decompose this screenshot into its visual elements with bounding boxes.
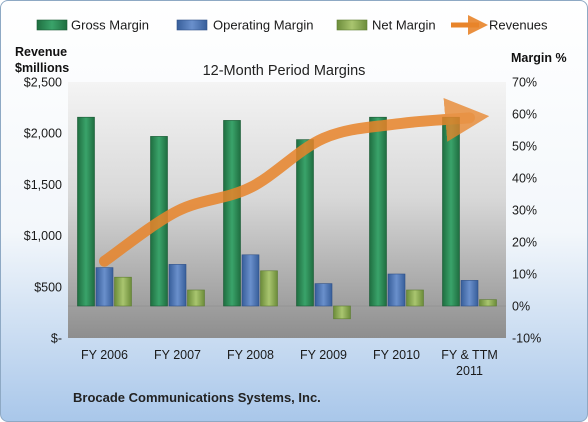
right-tick-label: 50% (512, 140, 537, 154)
bar-net-margin[interactable] (260, 270, 278, 307)
left-tick-label: $500 (34, 280, 62, 294)
bar-net-margin[interactable] (333, 305, 351, 320)
chart-title: 12-Month Period Margins (203, 63, 366, 79)
bar-gross-margin[interactable] (369, 116, 387, 307)
bar-operating-margin[interactable] (241, 254, 260, 307)
bar-gross-margin[interactable] (442, 116, 460, 307)
category-labels: FY 2006 FY 2007 FY 2008 FY 2009 FY 2010 FY & … (81, 348, 498, 378)
legend-swatch-gross-margin (36, 19, 68, 31)
category-label: FY & TTM 2011 (441, 348, 498, 378)
right-axis-title: Margin % (511, 51, 567, 65)
bar-net-margin[interactable] (114, 276, 132, 307)
bar-net-margin[interactable] (187, 289, 205, 307)
left-tick-label: $2,000 (24, 127, 62, 141)
right-tick-label: 70% (512, 76, 537, 90)
right-tick-label: 40% (512, 172, 537, 186)
bar-net-margin[interactable] (406, 289, 424, 307)
legend: Gross Margin Operating Margin Net Margin… (36, 15, 548, 35)
legend-item-gross-margin[interactable]: Gross Margin (36, 18, 149, 33)
right-tick-label: 20% (512, 236, 537, 250)
legend-label-net-margin: Net Margin (372, 18, 436, 33)
category-label: FY 2009 (300, 348, 347, 362)
revenue-line-layer (99, 97, 490, 267)
category-label: FY 2007 (154, 348, 201, 362)
category-label: FY 2008 (227, 348, 274, 362)
category-label: FY 2010 (373, 348, 420, 362)
bar-gross-margin[interactable] (296, 139, 314, 307)
left-axis-title-line1: Revenue (15, 45, 67, 59)
bar-series (77, 116, 497, 320)
bar-operating-margin[interactable] (387, 273, 406, 307)
revenue-line[interactable] (99, 97, 490, 267)
legend-swatch-operating-margin (176, 19, 208, 31)
legend-label-gross-margin: Gross Margin (71, 18, 149, 33)
legend-label-revenues: Revenues (489, 18, 548, 33)
right-tick-label: 0% (512, 300, 530, 314)
bar-gross-margin[interactable] (223, 120, 241, 307)
left-tick-label: $- (51, 332, 62, 346)
right-axis-ticks: -10% 0% 10% 20% 30% 40% 50% 60% 70% (512, 76, 541, 346)
legend-label-operating-margin: Operating Margin (213, 18, 313, 33)
legend-item-operating-margin[interactable]: Operating Margin (176, 18, 313, 33)
right-tick-label: 30% (512, 204, 537, 218)
bar-gross-margin[interactable] (77, 116, 95, 307)
bar-operating-margin[interactable] (95, 267, 114, 307)
category-label: FY 2006 (81, 348, 128, 362)
legend-item-revenues[interactable]: Revenues (451, 15, 548, 35)
bar-net-margin[interactable] (479, 299, 497, 307)
bar-operating-margin[interactable] (168, 264, 187, 307)
bar-operating-margin[interactable] (314, 283, 333, 307)
footer-company-name: Brocade Communications Systems, Inc. (73, 390, 321, 405)
left-axis-ticks: $- $500 $1,000 $1,500 $2,000 $2,500 (24, 76, 62, 346)
left-tick-label: $1,000 (24, 229, 62, 243)
right-tick-label: 60% (512, 108, 537, 122)
left-tick-label: $2,500 (24, 76, 62, 90)
right-tick-label: 10% (512, 268, 537, 282)
legend-swatch-net-margin (336, 19, 368, 31)
legend-item-net-margin[interactable]: Net Margin (336, 18, 436, 33)
left-tick-label: $1,500 (24, 178, 62, 192)
left-axis-title-line2: $millions (15, 61, 69, 75)
bar-operating-margin[interactable] (460, 280, 479, 307)
right-tick-label: -10% (512, 332, 541, 346)
